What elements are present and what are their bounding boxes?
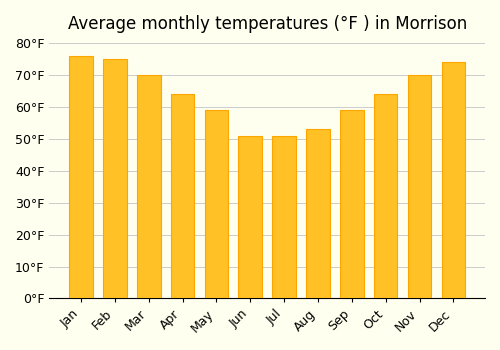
- Bar: [442, 62, 465, 299]
- Bar: [408, 75, 432, 299]
- Bar: [272, 135, 296, 299]
- Bar: [238, 135, 262, 299]
- Title: Average monthly temperatures (°F ) in Morrison: Average monthly temperatures (°F ) in Mo…: [68, 15, 467, 33]
- Bar: [374, 94, 398, 299]
- Bar: [170, 94, 194, 299]
- Bar: [69, 56, 93, 299]
- Bar: [204, 110, 229, 299]
- Bar: [306, 129, 330, 299]
- Bar: [137, 75, 160, 299]
- Bar: [103, 59, 126, 299]
- Bar: [340, 110, 363, 299]
